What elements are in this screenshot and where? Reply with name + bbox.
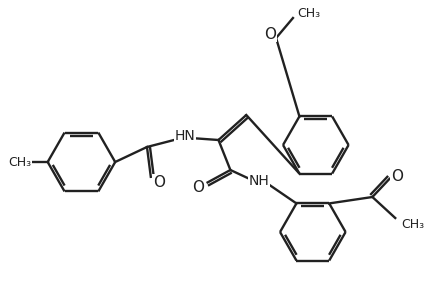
Text: CH₃: CH₃	[8, 156, 31, 168]
Text: O: O	[193, 179, 205, 195]
Text: HN: HN	[174, 129, 195, 143]
Text: CH₃: CH₃	[401, 218, 424, 231]
Text: O: O	[391, 168, 403, 183]
Text: CH₃: CH₃	[297, 7, 320, 20]
Text: O: O	[153, 174, 165, 189]
Text: O: O	[264, 26, 276, 41]
Text: NH: NH	[249, 174, 270, 188]
